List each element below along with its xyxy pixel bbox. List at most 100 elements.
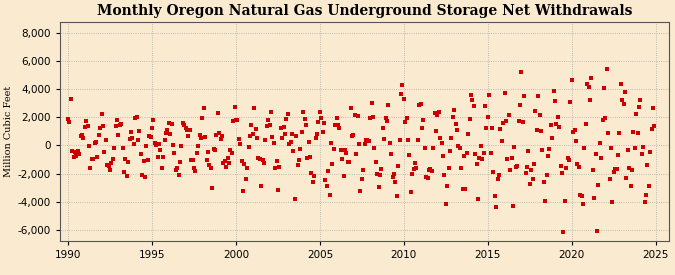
Point xyxy=(373,185,384,189)
Point xyxy=(317,130,328,134)
Point xyxy=(71,153,82,158)
Point xyxy=(407,172,418,176)
Point xyxy=(171,166,182,170)
Point xyxy=(202,150,213,154)
Point xyxy=(146,126,157,130)
Point xyxy=(548,89,559,94)
Point xyxy=(554,125,564,129)
Point xyxy=(270,166,281,170)
Point xyxy=(589,196,599,200)
Point xyxy=(327,162,338,166)
Point xyxy=(254,157,265,161)
Point xyxy=(213,111,223,116)
Point xyxy=(72,149,83,154)
Point xyxy=(475,144,486,148)
Point xyxy=(533,94,543,99)
Point xyxy=(540,199,551,204)
Point xyxy=(566,78,577,82)
Point xyxy=(329,147,340,151)
Point xyxy=(235,142,246,146)
Point xyxy=(144,134,155,139)
Point xyxy=(214,130,225,135)
Point xyxy=(176,144,187,148)
Point xyxy=(346,106,356,110)
Point xyxy=(157,166,167,171)
Point xyxy=(240,177,251,181)
Point xyxy=(534,113,545,117)
Point xyxy=(260,138,271,142)
Point xyxy=(394,138,405,142)
Point xyxy=(620,90,630,95)
Point xyxy=(82,123,93,128)
Point xyxy=(191,151,202,155)
Point xyxy=(470,152,481,156)
Point xyxy=(296,130,307,134)
Point xyxy=(148,118,159,122)
Point xyxy=(308,180,319,185)
Point xyxy=(356,177,367,182)
Point xyxy=(437,154,448,159)
Point xyxy=(243,145,254,149)
Point xyxy=(316,116,327,120)
Point xyxy=(547,135,558,140)
Point xyxy=(320,178,331,182)
Point xyxy=(95,126,105,131)
Point xyxy=(242,166,252,170)
Point xyxy=(460,187,471,191)
Point xyxy=(264,123,275,127)
Point xyxy=(593,183,603,187)
Point xyxy=(114,123,125,128)
Point xyxy=(573,164,584,169)
Point xyxy=(429,111,440,115)
Point xyxy=(614,131,625,135)
Point xyxy=(524,182,535,186)
Point xyxy=(397,83,408,88)
Point xyxy=(200,134,211,139)
Point xyxy=(337,157,348,161)
Point xyxy=(539,180,549,185)
Point xyxy=(595,141,605,145)
Point xyxy=(74,152,84,156)
Point xyxy=(505,167,516,172)
Point xyxy=(347,134,358,138)
Point xyxy=(299,116,310,121)
Point xyxy=(497,121,508,125)
Point xyxy=(414,103,425,108)
Point xyxy=(182,127,192,132)
Point xyxy=(575,192,586,197)
Point xyxy=(161,131,171,135)
Point xyxy=(113,133,124,137)
Point xyxy=(312,132,323,137)
Point xyxy=(544,147,555,151)
Point xyxy=(326,141,337,146)
Point xyxy=(569,128,580,132)
Point xyxy=(105,168,115,172)
Point xyxy=(368,115,379,120)
Point xyxy=(514,103,525,108)
Point xyxy=(348,133,359,138)
Point xyxy=(93,133,104,137)
Point xyxy=(471,161,482,166)
Point xyxy=(223,161,234,165)
Point xyxy=(458,154,469,159)
Point xyxy=(396,92,406,97)
Point xyxy=(338,174,349,178)
Point xyxy=(277,135,288,140)
Point xyxy=(427,168,437,173)
Point xyxy=(313,120,324,124)
Point xyxy=(446,136,457,140)
Point xyxy=(599,86,610,90)
Point xyxy=(103,164,114,169)
Point xyxy=(608,169,619,174)
Point xyxy=(120,156,131,161)
Point xyxy=(196,136,207,140)
Point xyxy=(97,112,107,116)
Point xyxy=(109,146,119,150)
Point xyxy=(423,176,433,180)
Point xyxy=(510,164,521,169)
Point xyxy=(151,143,161,147)
Point xyxy=(564,158,574,162)
Point xyxy=(385,141,396,145)
Point xyxy=(616,82,626,86)
Point xyxy=(351,152,362,156)
